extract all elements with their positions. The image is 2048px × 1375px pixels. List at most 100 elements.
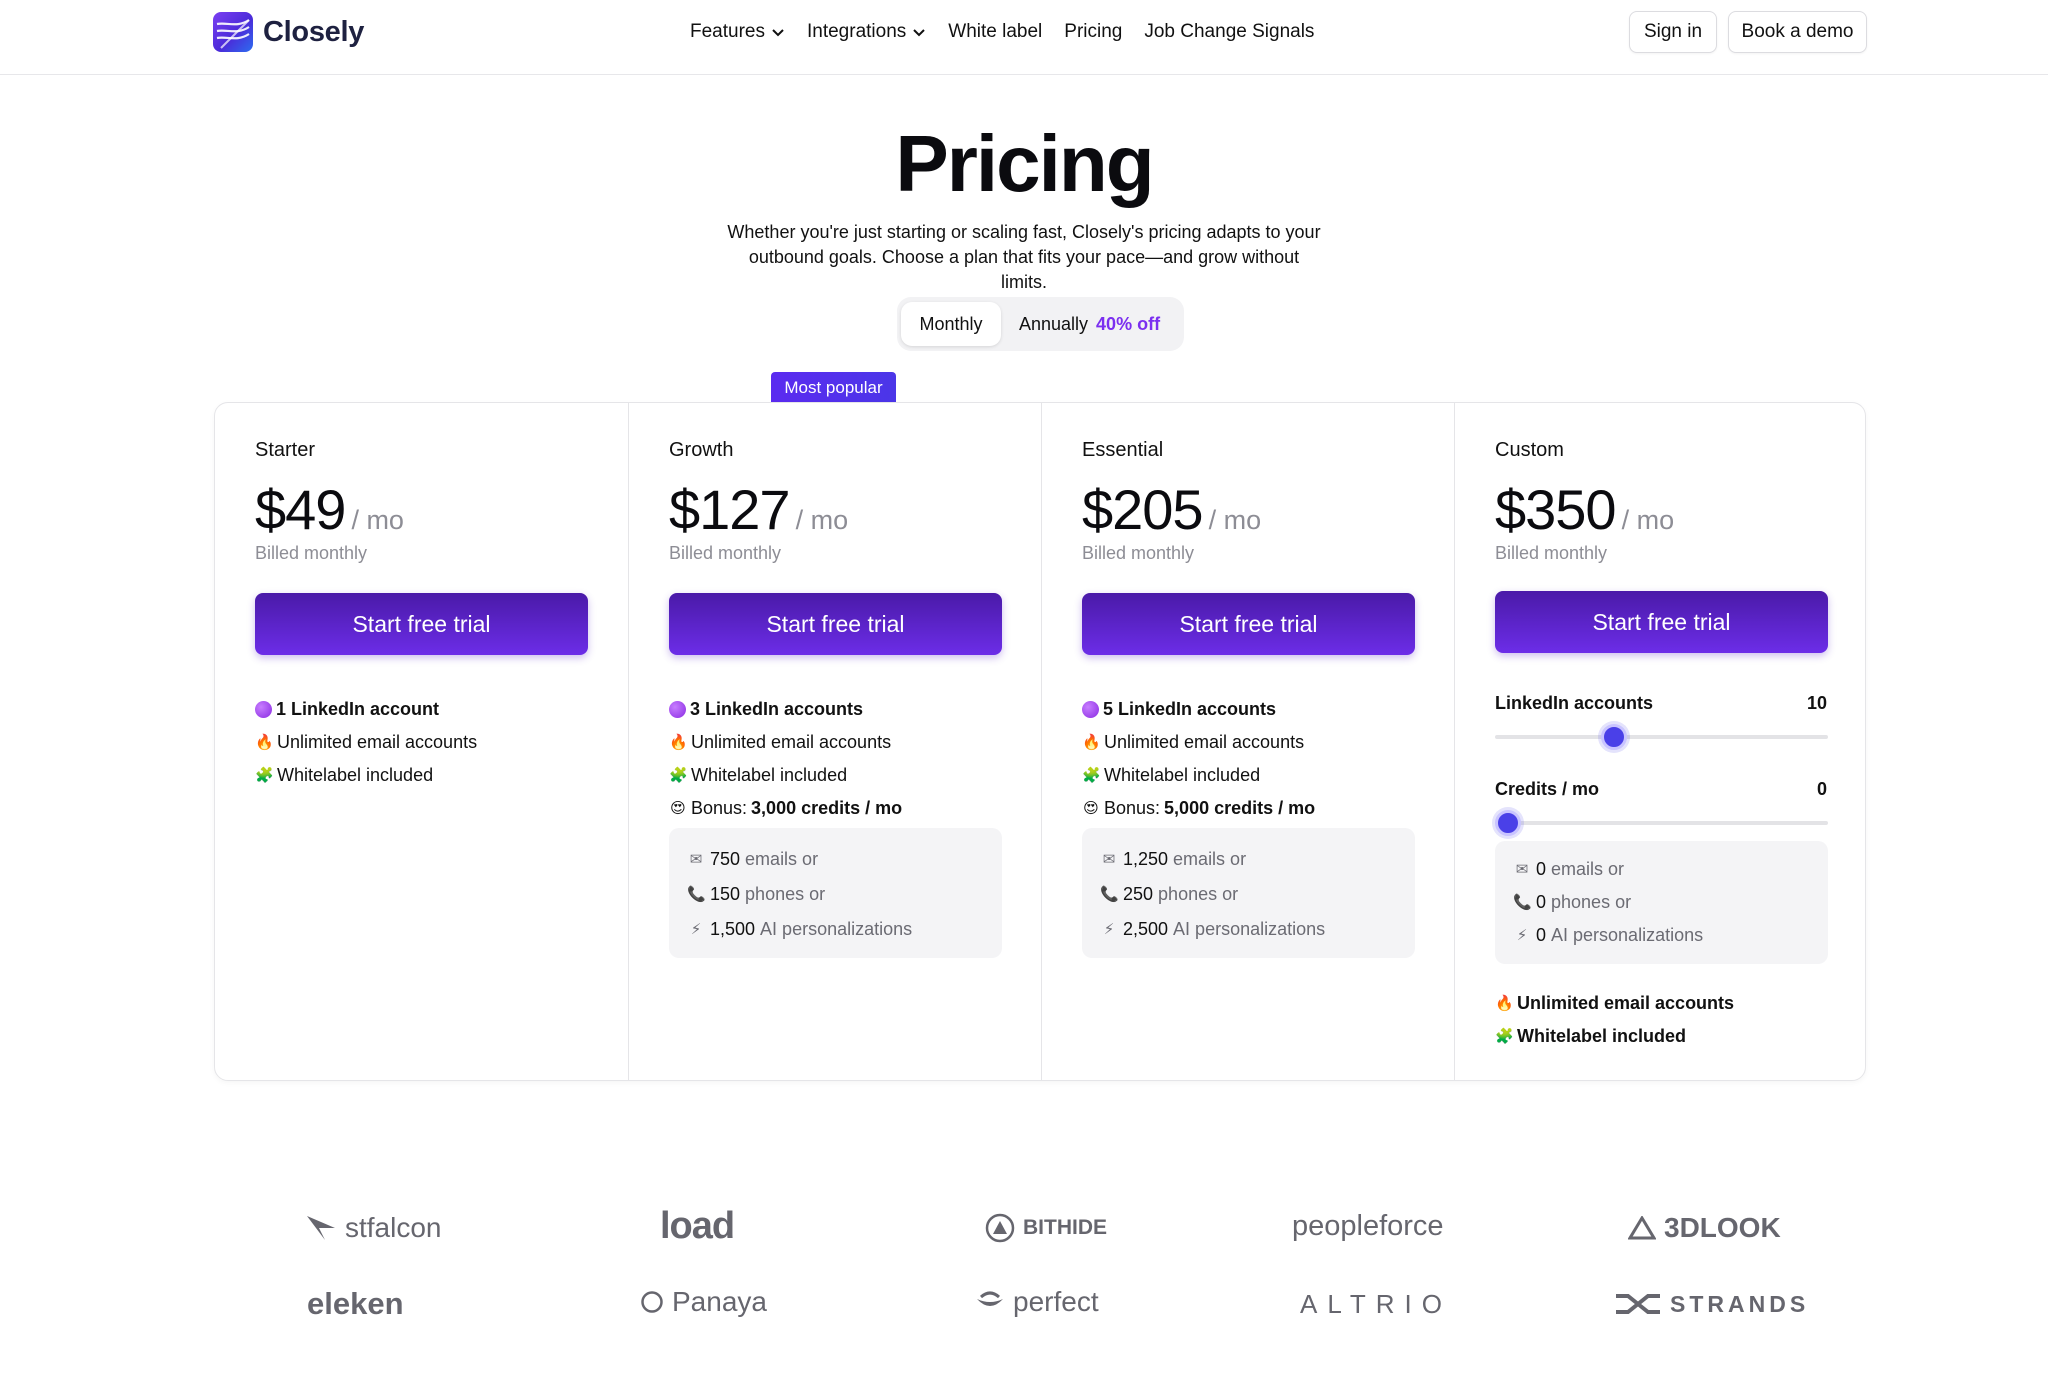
slider-credits-track[interactable] [1495, 810, 1828, 836]
credits-breakdown: ✉ 750 emails or 📞 150 phones or ⚡ 1,500 AI per… [669, 828, 1002, 958]
slider-credits-value: 0 [1816, 779, 1827, 799]
slider-linkedin-track[interactable] [1495, 724, 1828, 750]
plan-card-starter: Starter $49 / mo Billed monthly Start fr… [215, 403, 628, 1080]
panaya-ring-icon [641, 1291, 663, 1313]
puzzle-icon: 🧩 [255, 766, 274, 784]
discount-badge: 40% off [1096, 313, 1161, 334]
credit-phones: 📞 250 phones or [1100, 884, 1239, 904]
feature-whitelabel: 🧩 Whitelabel included [1495, 1026, 1687, 1046]
purple-circle-icon [669, 701, 686, 718]
price-period: / mo [1621, 505, 1675, 535]
fire-icon: 🔥 [669, 733, 688, 751]
slider-linkedin-thumb[interactable] [1600, 724, 1627, 750]
nav-features-label: Features [690, 21, 765, 42]
billing-monthly-option[interactable]: Monthly [901, 302, 1001, 346]
puzzle-icon: 🧩 [1082, 766, 1101, 784]
plan-price: $49 / mo [255, 477, 404, 542]
3dlook-triangle-icon [1628, 1216, 1656, 1240]
nav-features[interactable]: Features [690, 21, 785, 43]
stfalcon-bird-icon [307, 1216, 335, 1240]
billing-annually-label: Annually [1019, 313, 1089, 334]
client-logo-stfalcon: stfalcon [305, 1208, 442, 1248]
perfect-smile-icon [977, 1291, 1003, 1306]
envelope-icon: ✉ [1515, 860, 1529, 878]
puzzle-icon: 🧩 [669, 766, 688, 784]
feature-linkedin-accounts: 1 LinkedIn account [255, 693, 595, 726]
credit-ai-personalizations: ⚡ 1,500 AI personalizations [687, 912, 984, 947]
client-logo-panaya: Panaya [640, 1282, 767, 1322]
billing-note: Billed monthly [1082, 543, 1195, 563]
client-logo-peopleforce: peopleforce [1292, 1209, 1444, 1242]
client-logo-bithide: BITHIDE [985, 1208, 1107, 1248]
heart-eyes-icon: 😍 [1083, 799, 1099, 817]
client-logo-eleken: eleken [307, 1286, 404, 1321]
price-amount: $205 [1082, 478, 1204, 541]
phone-icon: 📞 [687, 885, 706, 903]
brand-logo[interactable]: Closely [213, 11, 364, 53]
credit-ai-personalizations: ⚡ 0 AI personalizations [1513, 919, 1810, 952]
plan-card-custom: Custom $350 / mo Billed monthly Start fr… [1454, 403, 1867, 1080]
phone-icon: 📞 [1513, 893, 1532, 911]
billing-note: Billed monthly [669, 543, 782, 563]
feature-linkedin-accounts: 3 LinkedIn accounts [669, 693, 1009, 726]
most-popular-badge: Most popular [771, 372, 896, 404]
feature-whitelabel: 🧩 Whitelabel included [1082, 765, 1261, 785]
credit-phones: 📞 0 phones or [1513, 892, 1632, 912]
credits-breakdown: ✉ 1,250 emails or 📞 250 phones or ⚡ 2,500 AI p… [1082, 828, 1415, 958]
feature-email-accounts: 🔥 Unlimited email accounts [255, 732, 478, 752]
purple-circle-icon [255, 701, 272, 718]
phone-icon: 📞 [1100, 885, 1119, 903]
plan-name: Growth [669, 439, 734, 461]
billing-note: Billed monthly [1495, 543, 1608, 563]
puzzle-icon: 🧩 [1495, 1027, 1514, 1045]
nav-job-change-signals[interactable]: Job Change Signals [1144, 21, 1315, 42]
envelope-icon: ✉ [689, 850, 703, 868]
feature-email-accounts: 🔥 Unlimited email accounts [669, 732, 892, 752]
nav-integrations[interactable]: Integrations [807, 21, 926, 43]
price-amount: $350 [1495, 478, 1617, 541]
feature-bonus-credits: 😍 Bonus: 5,000 credits / mo [1083, 798, 1316, 818]
feature-bonus-credits: 😍 Bonus: 3,000 credits / mo [670, 798, 903, 818]
feature-whitelabel: 🧩 Whitelabel included [255, 765, 434, 785]
slider-linkedin-value: 10 [1806, 693, 1827, 713]
book-demo-button[interactable]: Book a demo [1728, 11, 1867, 53]
billing-toggle: Monthly Annually 40% off [897, 297, 1184, 351]
purple-circle-icon [1082, 701, 1099, 718]
sign-in-button[interactable]: Sign in [1629, 11, 1717, 53]
credit-emails: ✉ 0 emails or [1513, 853, 1810, 886]
plan-name: Essential [1082, 439, 1164, 461]
price-period: / mo [351, 505, 404, 535]
plan-card-essential: Essential $205 / mo Billed monthly Start… [1041, 403, 1454, 1080]
feature-list: 1 LinkedIn account 🔥 Unlimited email acco… [255, 693, 595, 792]
price-period: / mo [795, 505, 849, 535]
start-free-trial-button[interactable]: Start free trial [255, 593, 588, 655]
fire-icon: 🔥 [1495, 994, 1514, 1012]
plan-name: Custom [1495, 439, 1564, 461]
top-navigation-bar: Closely Features Integrations White labe… [0, 0, 2048, 75]
start-free-trial-button[interactable]: Start free trial [669, 593, 1002, 655]
start-free-trial-button[interactable]: Start free trial [1495, 591, 1828, 653]
feature-list: 🔥 Unlimited email accounts 🧩 Whitelabel in… [1495, 987, 1734, 1053]
client-logo-3dlook: 3DLOOK [1628, 1208, 1781, 1248]
bithide-icon [985, 1213, 1015, 1243]
price-amount: $127 [669, 478, 791, 541]
client-logo-altrio: ALTRIO [1300, 1288, 1452, 1319]
slider-credits-label: Credits / mo [1495, 779, 1600, 799]
start-free-trial-button[interactable]: Start free trial [1082, 593, 1415, 655]
strands-icon [1616, 1294, 1660, 1314]
envelope-icon: ✉ [1102, 850, 1116, 868]
nav-pricing[interactable]: Pricing [1064, 21, 1123, 42]
feature-linkedin-accounts: 5 LinkedIn accounts [1082, 693, 1422, 726]
page-title: Pricing [895, 119, 1154, 208]
heart-eyes-icon: 😍 [670, 799, 686, 817]
billing-annually-option[interactable]: Annually 40% off [1019, 302, 1160, 346]
slider-linkedin-label: LinkedIn accounts [1495, 693, 1654, 713]
feature-whitelabel: 🧩 Whitelabel included [669, 765, 848, 785]
credit-ai-personalizations: ⚡ 2,500 AI personalizations [1100, 912, 1397, 947]
credit-emails: ✉ 750 emails or [687, 842, 984, 877]
nav-white-label[interactable]: White label [948, 21, 1043, 42]
credit-emails: ✉ 1,250 emails or [1100, 842, 1397, 877]
feature-email-accounts: 🔥 Unlimited email accounts [1495, 993, 1735, 1013]
plan-card-growth: Growth $127 / mo Billed monthly Start fr… [628, 403, 1041, 1080]
slider-credits-thumb[interactable] [1495, 810, 1521, 836]
